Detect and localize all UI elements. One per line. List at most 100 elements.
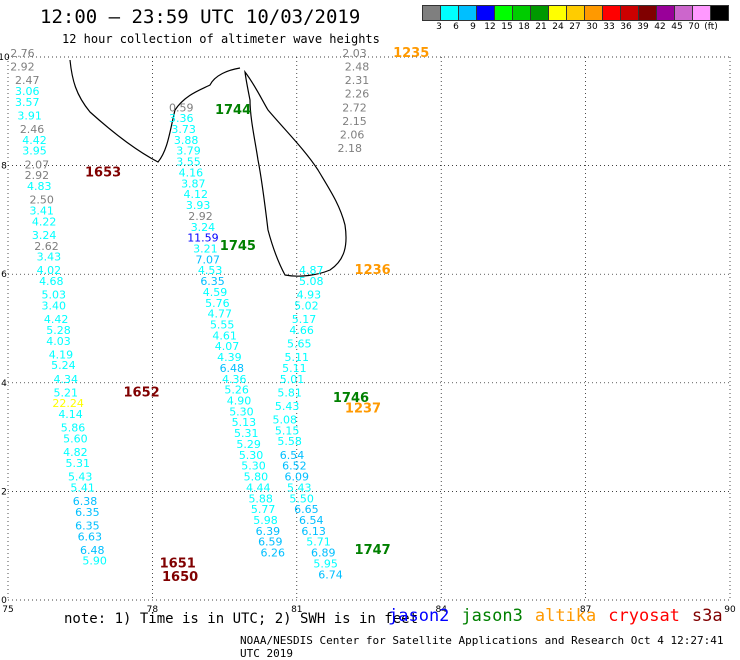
altimeter-tracks: 2.762.922.473.063.573.912.464.423.952.07… [10,46,429,585]
wave-height-value: 5.81 [277,386,302,399]
y-tick-label: 10 [0,53,10,63]
wave-height-value: 3.57 [15,96,40,109]
satellite-legend-jason3: jason3 [461,606,523,626]
wave-height-value: 4.03 [46,335,71,348]
wave-height-value: 2.92 [10,61,35,74]
wave-height-value: 6.39 [256,525,281,538]
wave-height-value: 2.07 [25,158,50,171]
y-tick-label: 6 [1,270,7,280]
wave-height-value: 4.07 [215,340,240,353]
wave-height-value: 6.89 [311,547,336,560]
wave-height-value: 5.03 [41,289,66,302]
wave-height-value: 2.76 [10,47,35,60]
wave-height-value: 22.24 [52,397,84,410]
wave-height-value: 6.13 [301,525,326,538]
wave-height-value: 6.52 [282,460,307,473]
wave-height-value: 3.40 [41,299,66,312]
wave-height-value: 6.35 [200,275,225,288]
wave-height-value: 4.87 [299,264,324,277]
wave-height-value: 2.92 [25,169,50,182]
wave-height-value: 5.50 [289,492,314,505]
wave-height-value: 4.83 [27,180,52,193]
track-time-label: 1652 [124,385,160,400]
wave-height-value: 3.87 [181,177,206,190]
color-scale-label: 21 [535,22,547,32]
wave-height-value: 2.18 [337,142,362,155]
wave-height-value: 5.71 [306,536,331,549]
color-swatch [476,5,495,21]
color-swatch [458,5,477,21]
wave-height-value: 5.55 [210,319,235,332]
wave-height-value: 4.22 [32,215,57,228]
wave-height-value: 4.59 [203,286,228,299]
wave-height-value: 5.17 [292,313,317,326]
wave-height-value: 3.43 [37,251,62,264]
wave-height-value: 5.31 [66,457,91,470]
wave-height-value: 3.06 [15,85,40,98]
wave-height-value: 6.09 [285,471,310,484]
wave-height-value: 3.73 [171,123,196,136]
wave-height-value: 5.43 [275,400,300,413]
track-time-label: 1650 [162,570,198,585]
track-time-label: 1653 [85,165,121,180]
y-tick-label: 2 [1,487,7,497]
color-swatch [494,5,513,21]
color-scale-label: 33 [603,22,615,32]
wave-height-value: 4.90 [227,395,252,408]
wave-height-value: 6.48 [220,362,245,375]
footer-credit: NOAA/NESDIS Center for Satellite Applica… [240,634,724,660]
sri-lanka-coastline [244,69,347,277]
wave-height-value: 5.26 [224,384,249,397]
color-swatch [584,5,603,21]
track-time-label: 1744 [215,103,251,118]
color-swatch [548,5,567,21]
satellite-legend-altika: altika [534,606,597,626]
color-swatch [530,5,549,21]
color-swatch [656,5,675,21]
track-time-label: 1651 [160,556,196,571]
wave-height-value: 0.59 [169,101,194,114]
color-scale-label: 12 [484,22,496,32]
wave-height-value: 5.65 [287,338,312,351]
wave-height-value: 4.16 [179,166,204,179]
color-scale-label: 36 [620,22,632,32]
color-scale-label: 3 [436,22,442,32]
wave-height-value: 2.62 [34,240,59,253]
wave-height-value: 6.63 [78,530,103,543]
color-swatch [566,5,585,21]
wave-height-value: 5.90 [82,555,107,568]
wave-height-value: 2.47 [15,74,40,87]
wave-height-value: 4.39 [217,351,242,364]
color-scale-label: 18 [518,22,530,32]
wave-height-value: 5.24 [51,359,76,372]
wave-height-value: 4.68 [39,275,64,288]
wave-height-value: 4.12 [183,188,208,201]
y-tick-label: 8 [1,162,7,172]
color-scale-label: 15 [501,22,513,32]
wave-height-value: 3.95 [22,145,47,158]
wave-height-value: 4.66 [289,324,314,337]
x-tick-label: 75 [2,605,13,615]
color-scale-label: 9 [470,22,476,32]
wave-height-value: 4.14 [58,408,83,421]
wave-height-value: 5.15 [275,424,300,437]
wave-height-value: 6.59 [258,536,283,549]
wave-height-value: 5.29 [236,438,261,451]
x-tick-label: 78 [147,605,159,615]
wave-height-value: 5.11 [285,351,310,364]
wave-height-value: 5.11 [282,362,307,375]
color-swatch [440,5,459,21]
wave-height-value: 5.08 [299,275,324,288]
color-swatch [422,5,441,21]
wave-height-value: 2.72 [342,101,367,114]
color-scale-label: (ft) [704,22,718,32]
wave-height-value: 4.44 [246,481,271,494]
track-time-label: 1237 [345,402,381,417]
wave-height-value: 4.93 [297,289,322,302]
wave-height-value: 11.59 [187,232,219,245]
wave-height-value: 5.43 [287,481,312,494]
y-tick-label: 4 [1,379,7,389]
india-coastline [69,59,241,163]
wave-height-value: 5.88 [248,492,273,505]
satellite-legend-s3a: s3a [691,606,723,626]
